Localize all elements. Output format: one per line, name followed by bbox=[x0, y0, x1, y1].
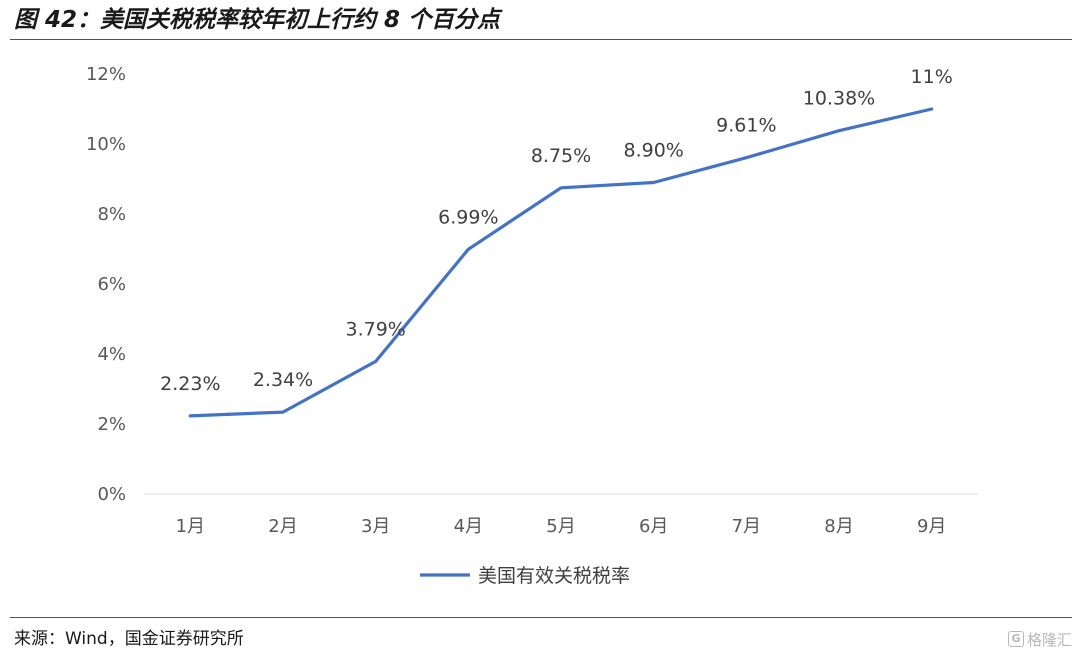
y-tick-label: 8% bbox=[97, 204, 126, 225]
x-tick-label: 9月 bbox=[917, 516, 946, 537]
data-label: 8.75% bbox=[531, 145, 591, 167]
data-label: 6.99% bbox=[438, 206, 498, 228]
watermark-text: 格隆汇 bbox=[1026, 630, 1072, 649]
data-label: 2.34% bbox=[253, 369, 313, 391]
data-label: 3.79% bbox=[345, 318, 405, 340]
x-tick-label: 4月 bbox=[454, 516, 483, 537]
y-tick-label: 10% bbox=[86, 134, 126, 155]
y-tick-label: 12% bbox=[86, 64, 126, 85]
x-tick-label: 5月 bbox=[546, 516, 575, 537]
x-tick-label: 2月 bbox=[268, 516, 297, 537]
data-label: 2.23% bbox=[160, 373, 220, 395]
data-label: 9.61% bbox=[716, 115, 776, 137]
data-label: 10.38% bbox=[803, 88, 875, 110]
y-tick-label: 6% bbox=[97, 274, 126, 295]
x-axis: 1月 2月 3月 4月 5月 6月 7月 8月 9月 bbox=[176, 516, 947, 537]
gelonghui-logo-icon: G bbox=[1007, 631, 1024, 647]
watermark: G 格隆汇 bbox=[1007, 626, 1072, 652]
x-tick-label: 8月 bbox=[824, 516, 853, 537]
source-note: 来源：Wind，国金证券研究所 bbox=[14, 629, 244, 649]
x-tick-label: 6月 bbox=[639, 516, 668, 537]
bottom-divider bbox=[10, 617, 1072, 618]
y-tick-label: 0% bbox=[97, 484, 126, 505]
legend: 美国有效关税税率 bbox=[420, 565, 630, 587]
data-label: 11% bbox=[911, 66, 953, 88]
series-line-us-effective-tariff-rate bbox=[188, 107, 934, 418]
data-labels: 2.23% 2.34% 3.79% 6.99% 8.75% 8.90% 9.61% 10.38… bbox=[160, 66, 953, 395]
line-chart: 0% 2% 4% 6% 8% 10% 12% 1月 2月 3月 4月 5月 6月 7月 8月 9月 2.23… bbox=[86, 64, 978, 587]
top-divider bbox=[10, 39, 1072, 40]
y-tick-label: 4% bbox=[97, 344, 126, 365]
x-tick-label: 3月 bbox=[361, 516, 390, 537]
x-tick-label: 7月 bbox=[732, 516, 761, 537]
x-tick-label: 1月 bbox=[176, 516, 205, 537]
legend-label: 美国有效关税税率 bbox=[478, 565, 630, 587]
data-label: 8.90% bbox=[623, 140, 683, 162]
figure-title: 图 42：美国关税税率较年初上行约 8 个百分点 bbox=[14, 7, 501, 33]
y-axis: 0% 2% 4% 6% 8% 10% 12% bbox=[86, 64, 126, 505]
y-tick-label: 2% bbox=[97, 414, 126, 435]
